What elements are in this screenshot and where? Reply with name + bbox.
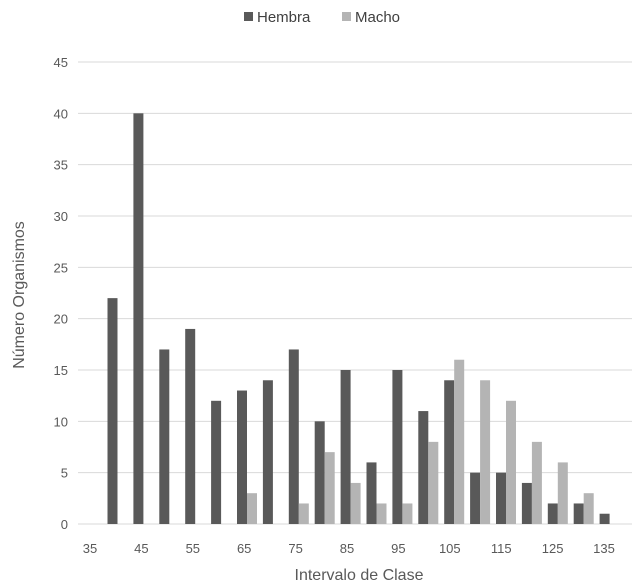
x-axis-title: Intervalo de Clase: [295, 567, 424, 584]
bar-hembra-100: [418, 411, 429, 524]
legend: Hembra Macho: [244, 9, 400, 26]
bar-macho-120: [531, 441, 542, 524]
x-tick-label: 65: [237, 541, 251, 556]
bar-hembra-65: [237, 390, 247, 524]
y-tick-label: 10: [54, 414, 68, 429]
bar-macho-65: [247, 493, 257, 524]
x-tick-label: 45: [134, 541, 148, 556]
x-tick-label: 95: [391, 541, 405, 556]
y-tick-label: 0: [61, 517, 68, 532]
bar-macho-85: [350, 482, 361, 524]
bar-macho-90: [376, 503, 387, 524]
bar-hembra-120: [521, 482, 532, 524]
bars: [107, 113, 610, 524]
bar-macho-105: [454, 359, 465, 524]
legend-label-hembra: Hembra: [257, 9, 311, 26]
legend-swatch-hembra: [244, 12, 253, 21]
x-tick-label: 125: [542, 541, 564, 556]
y-axis-ticks: 0 5 10 15 20 25 30 35 40 45: [54, 55, 68, 532]
legend-swatch-macho: [342, 12, 351, 21]
legend-label-macho: Macho: [355, 9, 400, 26]
y-axis-title: Número Organismos: [11, 221, 28, 369]
bar-hembra-115: [496, 472, 506, 524]
x-tick-label: 105: [439, 541, 461, 556]
bar-macho-130: [583, 493, 594, 524]
bar-hembra-105: [444, 380, 455, 524]
bar-hembra-135: [599, 513, 610, 524]
bar-macho-125: [557, 462, 568, 524]
bar-hembra-50: [159, 349, 170, 524]
x-tick-label: 85: [340, 541, 354, 556]
bar-hembra-75: [288, 349, 299, 524]
gridlines: [78, 61, 632, 525]
y-tick-label: 35: [54, 158, 68, 173]
x-tick-label: 75: [288, 541, 302, 556]
bar-hembra-95: [392, 370, 403, 524]
bar-hembra-80: [314, 421, 325, 524]
y-tick-label: 20: [54, 312, 68, 327]
bar-hembra-45: [133, 113, 144, 524]
y-tick-label: 40: [54, 106, 68, 121]
bar-hembra-40: [107, 298, 118, 524]
x-tick-label: 55: [186, 541, 200, 556]
y-tick-label: 5: [61, 466, 68, 481]
y-tick-label: 25: [54, 260, 68, 275]
bar-macho-115: [506, 400, 516, 524]
y-tick-label: 15: [54, 363, 68, 378]
bar-hembra-85: [340, 370, 351, 524]
bar-hembra-55: [185, 328, 196, 524]
bar-macho-110: [480, 380, 491, 524]
bar-hembra-110: [470, 472, 481, 524]
bar-hembra-90: [366, 462, 377, 524]
bar-macho-75: [298, 503, 309, 524]
bar-hembra-60: [211, 400, 222, 524]
x-tick-label: 115: [491, 541, 512, 556]
y-tick-label: 30: [54, 209, 68, 224]
x-tick-label: 35: [83, 541, 97, 556]
bar-hembra-70: [262, 380, 273, 524]
bar-macho-80: [324, 452, 335, 524]
x-tick-label: 135: [593, 541, 615, 556]
y-tick-label: 45: [54, 55, 68, 70]
x-axis-ticks: 35 45 55 65 75 85 95 105 115 125 135: [83, 541, 615, 556]
bar-hembra-130: [573, 503, 584, 524]
bar-macho-95: [402, 503, 413, 524]
bar-hembra-125: [547, 503, 558, 524]
bar-macho-100: [428, 441, 439, 524]
